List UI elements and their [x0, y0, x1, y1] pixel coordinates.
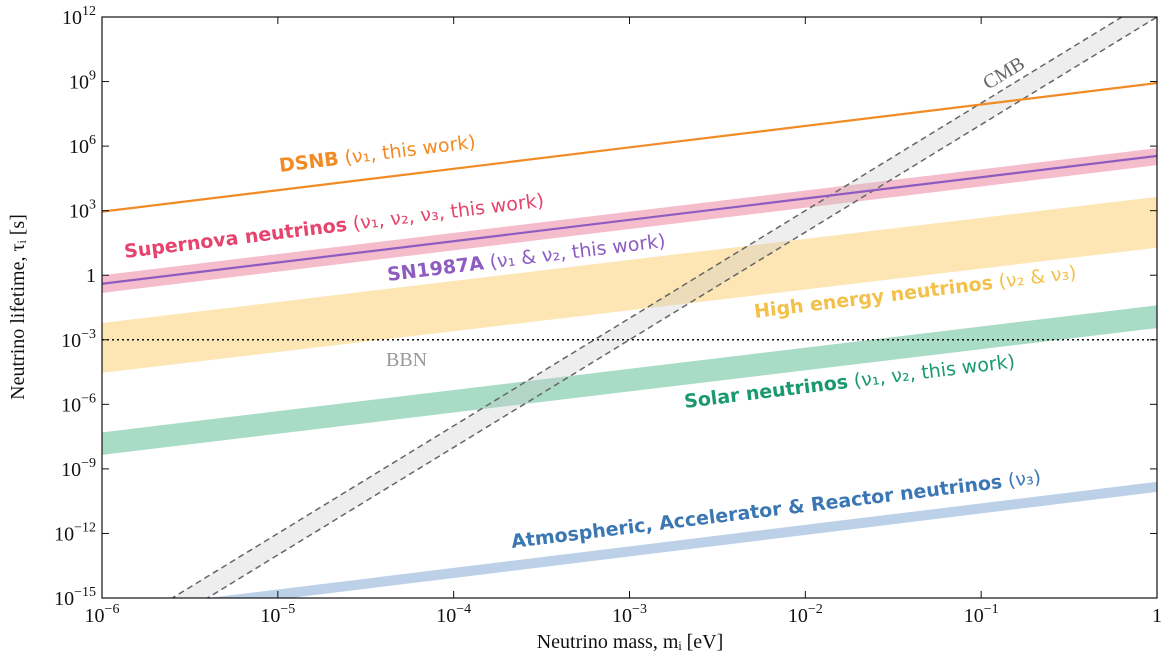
band-edge	[206, 17, 1157, 598]
series-note: (ν₃)	[1007, 466, 1042, 492]
y-tick-label: 109	[69, 69, 96, 94]
series-label: BBN	[386, 349, 427, 371]
series-name: DSNB	[278, 148, 340, 177]
y-tick-label: 10−6	[61, 391, 96, 416]
x-tick-label: 10−1	[964, 602, 999, 627]
y-tick-label: 10−12	[54, 520, 96, 545]
band	[207, 481, 1157, 598]
series-name: BBN	[386, 349, 427, 371]
line	[102, 154, 1157, 285]
y-axis-label: Neutrino lifetime, τᵢ [s]	[7, 214, 29, 400]
x-tick-label: 10−2	[788, 602, 823, 627]
x-tick-label: 10−3	[612, 602, 647, 627]
y-tick-label: 106	[69, 133, 96, 158]
line	[102, 81, 1157, 213]
x-tick-label: 10−4	[436, 602, 471, 627]
x-tick-label: 10−6	[85, 602, 120, 627]
x-axis-label: Neutrino mass, mᵢ [eV]	[537, 631, 724, 653]
series-note: (ν₂ & ν₃)	[997, 262, 1077, 293]
y-tick-label: 1012	[62, 4, 96, 29]
band	[102, 196, 1157, 373]
plot-area	[102, 17, 1157, 598]
band-edge	[170, 17, 1124, 598]
x-tick-label: 10−5	[260, 602, 295, 627]
band	[172, 17, 1157, 598]
y-tick-label: 10−3	[61, 327, 96, 352]
y-tick-label: 10−15	[54, 585, 96, 610]
y-tick-label: 1	[86, 265, 96, 287]
series-note: (ν₁, this work)	[343, 131, 477, 169]
band	[102, 305, 1157, 455]
x-tick-label: 1	[1152, 605, 1162, 627]
y-tick-label: 10−9	[61, 456, 96, 481]
y-tick-label: 103	[69, 198, 96, 223]
